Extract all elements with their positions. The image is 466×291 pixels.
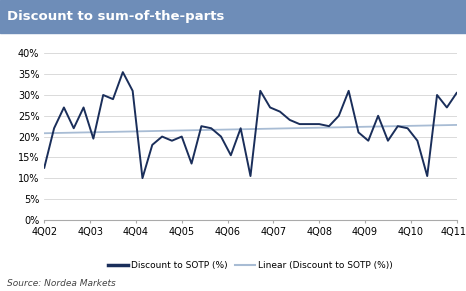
Text: Discount to sum-of-the-parts: Discount to sum-of-the-parts <box>7 10 224 23</box>
Text: Source: Nordea Markets: Source: Nordea Markets <box>7 278 116 288</box>
Legend: Discount to SOTP (%), Linear (Discount to SOTP (%)): Discount to SOTP (%), Linear (Discount t… <box>104 258 397 274</box>
